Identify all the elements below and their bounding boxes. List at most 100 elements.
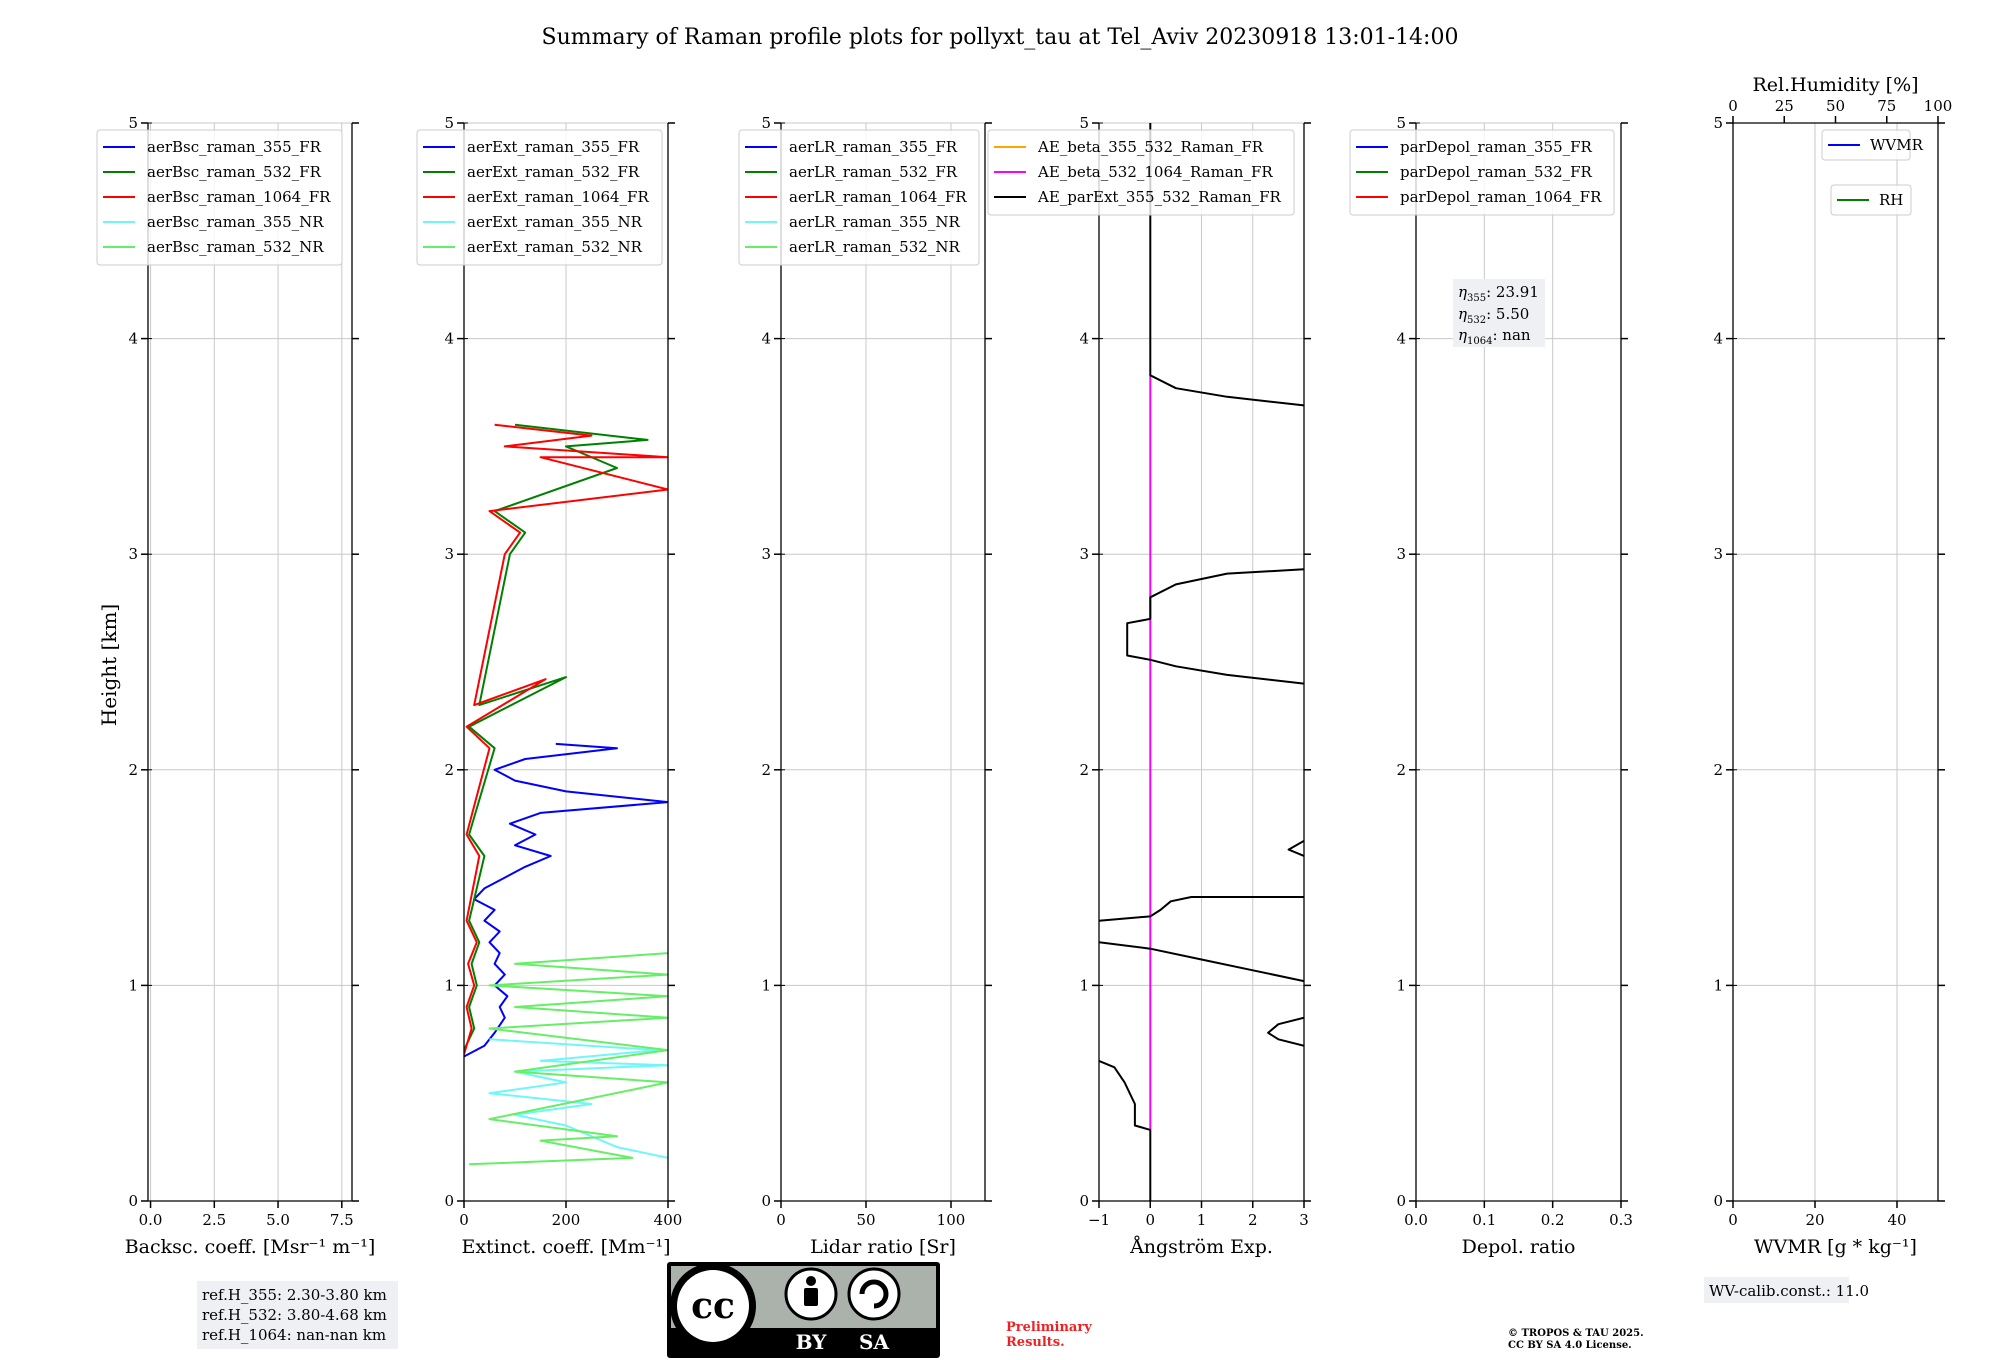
eta355-value: 23.91 xyxy=(1496,283,1539,301)
legend-label: aerLR_raman_532_NR xyxy=(789,238,960,256)
x-tick-label: 0.2 xyxy=(1541,1211,1565,1229)
legend-label: aerBsc_raman_1064_FR xyxy=(147,188,331,206)
eta1064-line: η1064: nan xyxy=(1458,326,1531,347)
series-group xyxy=(464,423,668,1166)
y-tick-label: 3 xyxy=(1396,545,1406,563)
x-tick-label: 200 xyxy=(552,1211,581,1229)
x-axis-label: Ångström Exp. xyxy=(1129,1236,1273,1258)
legend-label: AE_beta_355_532_Raman_FR xyxy=(1037,138,1264,156)
series-line-aerExt_raman_532_FR xyxy=(464,423,649,1051)
sa-label: SA xyxy=(859,1330,889,1354)
sa-icon xyxy=(847,1267,901,1321)
legend-label: aerLR_raman_1064_FR xyxy=(789,188,967,206)
x-tick-label: 3 xyxy=(1299,1211,1309,1229)
legend-label: AE_parExt_355_532_Raman_FR xyxy=(1037,188,1282,206)
series-line-aerExt_raman_355_FR xyxy=(464,742,668,1058)
x-tick-label: −1 xyxy=(1088,1211,1110,1229)
y-tick-label: 4 xyxy=(444,330,454,348)
refh-box-bg xyxy=(197,1281,398,1349)
legend-label: parDepol_raman_532_FR xyxy=(1400,163,1593,181)
y-tick-label: 2 xyxy=(128,761,138,779)
x-tick-label: 0.1 xyxy=(1472,1211,1496,1229)
eta532-line: η532: 5.50 xyxy=(1458,305,1529,326)
eta1064-value: nan xyxy=(1502,326,1531,344)
top-x-axis-label: Rel.Humidity [%] xyxy=(1752,74,1918,96)
y-tick-label: 4 xyxy=(1079,330,1089,348)
y-tick-label: 2 xyxy=(444,761,454,779)
refh-355: ref.H_355: 2.30-3.80 km xyxy=(202,1286,387,1304)
legend-label: aerLR_raman_355_FR xyxy=(789,138,958,156)
series-line-aerExt_raman_532_NR xyxy=(469,952,668,1166)
panel-backscatter: 0 1 2 3 4 5 0.0 2.5 5.0 7.5 Backsc. coeff. [Msr⁻¹ … xyxy=(96,114,375,1258)
y-tick-label: 4 xyxy=(761,330,771,348)
wv-calib-bg xyxy=(1704,1277,1849,1303)
y-tick-label: 1 xyxy=(128,976,138,994)
legend-label: parDepol_raman_1064_FR xyxy=(1400,188,1602,206)
legend-label: aerLR_raman_355_NR xyxy=(789,213,960,231)
series-line-AE_parExt_355_532_Raman_FR_g xyxy=(1149,123,1304,407)
series-line-AE_parExt_355_532_Raman_FR_c xyxy=(1099,941,1304,983)
y-tick-label: 1 xyxy=(1713,976,1723,994)
series-line-AE_parExt_355_532_Raman_FR_e xyxy=(1287,840,1304,857)
eta355-line: η355: 23.91 xyxy=(1458,283,1539,304)
x-tick-label: 1 xyxy=(1197,1211,1207,1229)
top-x-tick-label: 100 xyxy=(1924,97,1953,115)
y-tick-label: 0 xyxy=(761,1192,771,1210)
legend-label: aerBsc_raman_355_NR xyxy=(147,213,324,231)
y-tick-label: 2 xyxy=(1396,761,1406,779)
eta-box-bg xyxy=(1453,279,1545,347)
cc-license-logo: cc BY SA xyxy=(667,1262,940,1358)
x-tick-label: 5.0 xyxy=(266,1211,290,1229)
x-tick-label: 2 xyxy=(1248,1211,1258,1229)
x-tick-label: 7.5 xyxy=(330,1211,354,1229)
legend-box xyxy=(96,129,343,266)
legend-box xyxy=(1349,129,1615,216)
legend-label: WVMR xyxy=(1870,136,1924,154)
refh-box: ref.H_355: 2.30-3.80 km ref.H_532: 3.80-… xyxy=(197,1281,398,1349)
y-tick-label: 3 xyxy=(1713,545,1723,563)
legend-box xyxy=(987,129,1295,216)
legend-label: parDepol_raman_355_FR xyxy=(1400,138,1593,156)
legend-box xyxy=(416,129,663,266)
y-tick-label: 5 xyxy=(761,114,771,132)
legend-label: aerExt_raman_1064_FR xyxy=(467,188,649,206)
legend-label: aerLR_raman_532_FR xyxy=(789,163,958,181)
panel-extinction: 0 1 2 3 4 5 0 200 400 Extinct. coeff. [Mm⁻¹] aerEx… xyxy=(416,114,683,1258)
y-tick-label: 3 xyxy=(1079,545,1089,563)
legend-label: aerExt_raman_355_NR xyxy=(467,213,643,231)
y-tick-label: 0 xyxy=(1713,1192,1723,1210)
legend-label: aerBsc_raman_532_NR xyxy=(147,238,324,256)
series-group xyxy=(1099,123,1304,1201)
legend-box xyxy=(738,129,980,266)
series-line-AE_parExt_355_532_Raman_FR_b xyxy=(1267,1016,1304,1047)
legend-label: aerBsc_raman_355_FR xyxy=(147,138,322,156)
legend-label: aerExt_raman_355_FR xyxy=(467,138,640,156)
x-tick-label: 20 xyxy=(1805,1211,1824,1229)
x-axis-label: Extinct. coeff. [Mm⁻¹] xyxy=(461,1236,670,1258)
x-tick-label: 50 xyxy=(856,1211,875,1229)
refh-532: ref.H_532: 3.80-4.68 km xyxy=(202,1306,387,1324)
y-tick-label: 5 xyxy=(1079,114,1089,132)
top-x-tick-label: 75 xyxy=(1877,97,1896,115)
by-label: BY xyxy=(796,1330,828,1354)
y-tick-label: 1 xyxy=(761,976,771,994)
y-tick-label: 5 xyxy=(1396,114,1406,132)
y-tick-label: 1 xyxy=(444,976,454,994)
y-tick-label: 5 xyxy=(1713,114,1723,132)
series-line-AE_parExt_355_532_Raman_FR_f xyxy=(1126,568,1304,685)
x-tick-label: 400 xyxy=(654,1211,683,1229)
by-icon-head xyxy=(806,1276,816,1286)
x-tick-label: 0.0 xyxy=(1404,1211,1428,1229)
x-tick-label: 0 xyxy=(1728,1211,1738,1229)
y-tick-label: 0 xyxy=(1396,1192,1406,1210)
series-line-aerExt_raman_1064_FR xyxy=(464,423,668,1055)
x-tick-label: 0.0 xyxy=(139,1211,163,1229)
x-tick-label: 0.3 xyxy=(1609,1211,1633,1229)
x-tick-label: 40 xyxy=(1887,1211,1906,1229)
top-x-tick-label: 25 xyxy=(1775,97,1794,115)
y-tick-label: 4 xyxy=(1396,330,1406,348)
preliminary-line2: Results. xyxy=(1006,1335,1065,1350)
legend-label: AE_beta_532_1064_Raman_FR xyxy=(1037,163,1273,181)
